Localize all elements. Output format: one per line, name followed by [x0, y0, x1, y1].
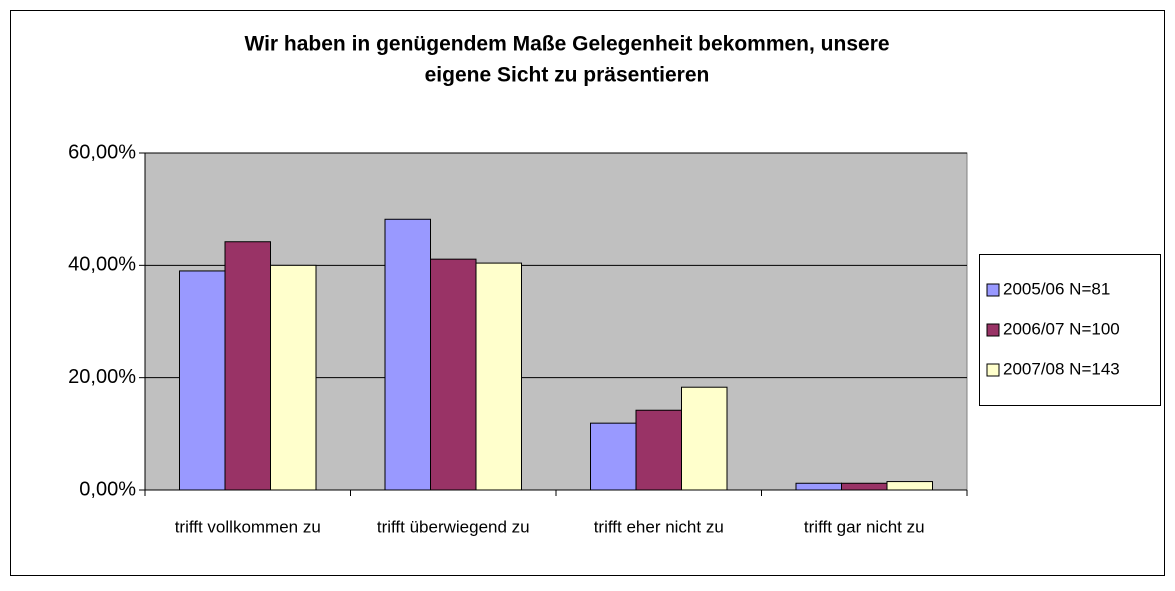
bar [430, 258, 477, 491]
x-tick-label: trifft gar nicht zu [804, 517, 925, 536]
legend-swatch [986, 363, 1000, 377]
x-tick-label: trifft vollkommen zu [175, 517, 321, 536]
bar [179, 270, 226, 491]
legend-label: 2006/07 N=100 [1003, 319, 1120, 338]
bar [681, 386, 728, 491]
y-tick-label: 60,00% [68, 141, 136, 163]
x-tick-label: trifft eher nicht zu [594, 517, 724, 536]
legend-label: 2007/08 N=143 [1003, 359, 1120, 378]
y-tick-label: 40,00% [68, 254, 136, 276]
bar [224, 241, 271, 491]
bar [635, 409, 682, 491]
bar [886, 481, 933, 491]
bar [841, 482, 888, 491]
y-tick-label: 0,00% [79, 478, 136, 500]
bar [795, 482, 842, 491]
legend-swatch [986, 323, 1000, 337]
y-tick-label: 20,00% [68, 366, 136, 388]
bar [384, 218, 431, 491]
bar [590, 422, 637, 491]
x-tick-label: trifft überwiegend zu [377, 517, 530, 536]
legend-label: 2005/06 N=81 [1003, 279, 1110, 298]
chart-title: Wir haben in genügendem Maße Gelegenheit… [244, 33, 889, 56]
bar [475, 262, 522, 491]
legend-swatch [986, 283, 1000, 297]
bar [270, 264, 317, 491]
legend-box [979, 254, 1161, 406]
chart-title: eigene Sicht zu präsentieren [425, 64, 710, 87]
